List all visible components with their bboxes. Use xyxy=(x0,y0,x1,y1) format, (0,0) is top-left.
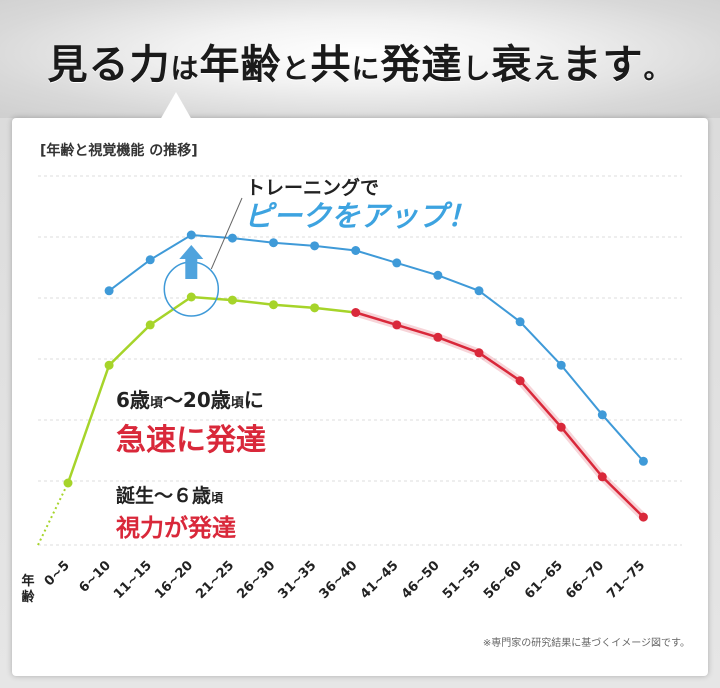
blue-point xyxy=(351,246,361,255)
green-point xyxy=(186,292,196,302)
headline-part: 年齢 xyxy=(199,41,282,88)
green-point xyxy=(310,303,320,313)
rapid-age-part: 頃 xyxy=(150,396,164,411)
headline-part: し xyxy=(462,52,492,85)
blue-point xyxy=(392,258,402,268)
x-tick-label: 71~75 xyxy=(604,558,648,602)
headline: 見る力は年齢と共に発達し衰えます。 xyxy=(0,32,720,90)
x-tick-label: 51~55 xyxy=(440,558,484,602)
series-points xyxy=(63,230,648,522)
blue-point xyxy=(269,238,278,248)
rapid-age-part: に xyxy=(244,388,264,412)
blue-point xyxy=(515,317,525,327)
training-callout xyxy=(163,197,243,317)
green-point xyxy=(269,300,278,310)
blue-point xyxy=(145,255,155,265)
x-tick-label: 66~70 xyxy=(563,558,607,602)
headline-part: え xyxy=(532,52,562,85)
birth-age-part: 頃 xyxy=(211,491,224,505)
x-tick-label: 31~35 xyxy=(276,558,320,602)
red-point xyxy=(556,422,566,432)
green-point xyxy=(145,320,155,330)
headline-part: に xyxy=(351,52,381,85)
x-tick-label: 16~20 xyxy=(152,558,196,602)
x-axis-label-char: 齢 xyxy=(21,589,35,605)
peak-up-label: ピークをアップ！ xyxy=(244,199,476,233)
birth-age-part: 誕生〜６歳 xyxy=(116,484,211,507)
x-axis-labels: 0~5 6~1011~1516~2021~2526~3031~3536~4041~… xyxy=(21,558,648,605)
blue-point xyxy=(433,270,443,280)
header-banner xyxy=(0,0,720,118)
blue-point xyxy=(556,360,566,370)
x-axis-label-char: 年 xyxy=(21,573,34,589)
vision-development-label: 視力が発達 xyxy=(115,514,236,542)
x-tick-label: 0~5 xyxy=(42,558,73,589)
blue-point xyxy=(474,286,484,296)
blue-point xyxy=(597,410,607,420)
blue-series-line xyxy=(108,233,645,462)
green-series-line xyxy=(66,295,356,484)
red-series-line xyxy=(355,311,645,518)
x-tick-label: 46~50 xyxy=(399,558,443,602)
up-arrow-icon xyxy=(179,245,204,279)
blue-point xyxy=(104,286,114,296)
callout-leader-line xyxy=(210,197,243,270)
headline-part: は xyxy=(170,52,200,85)
blue-point xyxy=(638,456,648,466)
chart-panel xyxy=(12,118,708,676)
headline-part: ます xyxy=(561,41,644,88)
x-tick-label: 41~45 xyxy=(358,558,402,602)
x-tick-label: 21~25 xyxy=(193,558,237,602)
x-tick-label: 6~10 xyxy=(76,558,113,595)
headline-part: 見る xyxy=(47,41,130,88)
blue-point xyxy=(310,241,320,251)
x-tick-label: 61~65 xyxy=(522,558,566,602)
red-point xyxy=(433,332,443,342)
rapid-age-label: 6歳頃〜20歳頃に xyxy=(116,388,264,412)
blue-point xyxy=(186,230,196,240)
rapid-age-part: 頃 xyxy=(231,396,245,411)
chart-subtitle: [年齢と視覚機能 の推移] xyxy=(40,143,198,159)
headline-part: 共 xyxy=(310,41,352,88)
green-point xyxy=(63,478,73,488)
red-point xyxy=(351,308,361,317)
green-point xyxy=(104,360,114,370)
headline-part: 力 xyxy=(129,41,171,88)
blue-point xyxy=(227,233,237,243)
headline-part: 衰 xyxy=(491,41,533,88)
birth-age-label: 誕生〜６歳頃 xyxy=(116,484,224,507)
x-tick-label: 26~30 xyxy=(234,558,278,602)
red-point xyxy=(474,348,484,358)
green-point xyxy=(227,295,237,305)
panel-notch xyxy=(160,92,192,120)
red-point xyxy=(515,376,525,386)
x-tick-label: 11~15 xyxy=(111,558,155,602)
training-label: トレーニングで xyxy=(246,176,379,199)
red-point xyxy=(638,512,648,522)
gridlines xyxy=(38,175,682,546)
green-dotted-start xyxy=(37,482,69,546)
headline-part: 。 xyxy=(643,52,673,85)
red-point xyxy=(597,472,607,482)
rapid-age-part: 〜20歳 xyxy=(163,388,231,412)
x-tick-label: 36~40 xyxy=(317,558,361,602)
footnote: ※専門家の研究結果に基づくイメージ図です。 xyxy=(482,638,690,649)
headline-part: と xyxy=(281,52,311,85)
series-lines xyxy=(37,233,647,546)
headline-part: 発達 xyxy=(380,41,463,88)
rapid-development-label: 急速に発達 xyxy=(116,423,266,458)
rapid-age-part: 6歳 xyxy=(116,388,150,412)
x-tick-label: 56~60 xyxy=(481,558,525,602)
red-point xyxy=(392,320,402,330)
